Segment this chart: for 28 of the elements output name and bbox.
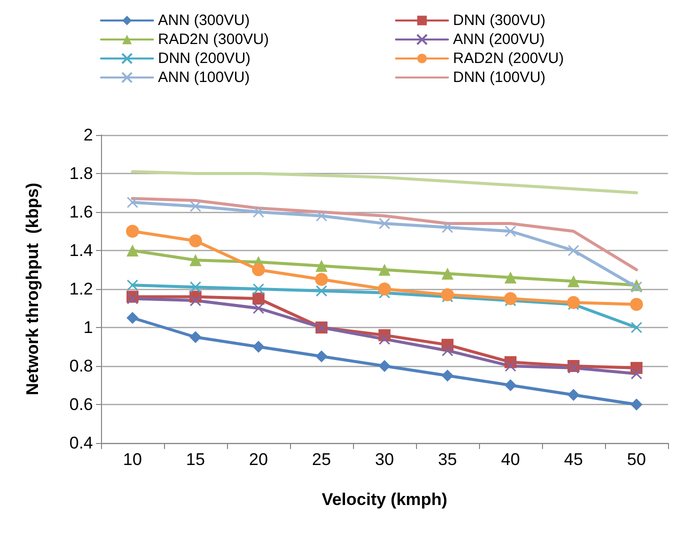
y-tick-label: 1: [84, 318, 93, 337]
legend-label: DNN (300VU): [453, 12, 546, 29]
legend-label: ANN (300VU): [158, 12, 250, 29]
x-tick-label: 15: [186, 450, 205, 469]
y-tick-label: 0.4: [69, 434, 93, 452]
legend-label: RAD2N (300VU): [158, 31, 269, 48]
y-axis-title: Network throghput (kbps): [23, 182, 42, 396]
x-tick-label: 40: [501, 450, 520, 469]
legend-label: ANN (100VU): [158, 69, 250, 86]
legend-label: DNN (200VU): [158, 50, 251, 67]
x-tick-label: 45: [564, 450, 583, 469]
x-tick-label: 20: [249, 450, 268, 469]
y-tick-label: 0.6: [69, 395, 93, 414]
x-tick-label: 35: [438, 450, 457, 469]
y-tick-label: 0.8: [69, 356, 93, 376]
y-tick-label: 2: [84, 126, 93, 144]
y-tick-label: 1.2: [69, 280, 93, 298]
legend-label: ANN (200VU): [453, 31, 545, 48]
x-tick-label: 10: [123, 450, 142, 469]
y-tick-label: 1.4: [69, 241, 93, 260]
legend-label: DNN (100VU): [453, 69, 546, 86]
y-tick-label: 1.8: [69, 164, 93, 183]
x-tick-label: 50: [627, 450, 646, 469]
legend-label: RAD2N (200VU): [453, 50, 564, 67]
y-tick-label: 1.6: [69, 202, 93, 222]
x-axis-title: Velocity (kmph): [322, 490, 448, 509]
x-tick-label: 30: [375, 450, 394, 469]
x-tick-label: 25: [312, 450, 331, 469]
